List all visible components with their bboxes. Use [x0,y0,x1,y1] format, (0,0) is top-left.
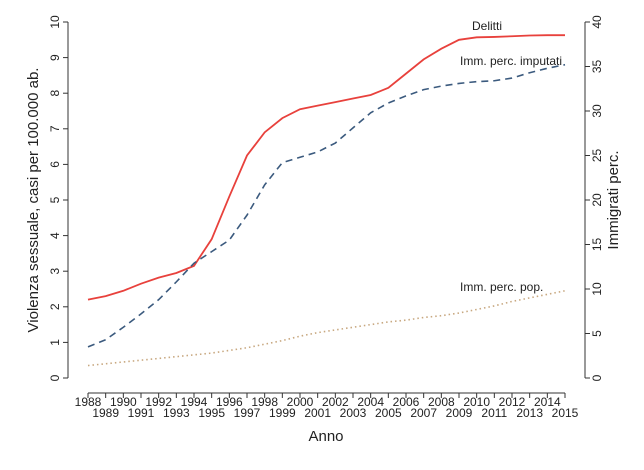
x-tick-label: 1998 [251,395,278,409]
series-label: Delitti [472,19,502,33]
y2-tick-label: 40 [590,15,604,29]
x-tick-label: 2002 [322,395,349,409]
series-line [87,34,565,301]
x-tick-label: 2001 [304,406,331,420]
x-tick-label: 2005 [375,406,402,420]
x-tick-label: 2003 [340,406,367,420]
y2-tick-label: 5 [590,330,604,337]
x-tick-label: 1993 [163,406,190,420]
y-tick-label: 10 [48,15,62,29]
y2-tick-label: 30 [590,104,604,118]
y-tick-label: 9 [48,54,62,61]
series-line [87,63,566,348]
y2-tick-label: 15 [590,238,604,252]
x-tick-label: 1994 [181,395,208,409]
y-axis-title: Violenza sessuale, casi per 100.000 ab. [25,68,42,333]
x-tick-label: 2000 [287,395,314,409]
x-tick-label: 2008 [428,395,455,409]
y-tick-label: 0 [48,374,62,381]
y-tick-label: 5 [48,196,62,203]
series-label: Imm. perc. pop. [460,280,543,294]
y-tick-label: 6 [48,161,62,168]
x-tick-label: 2009 [446,406,473,420]
y-tick-label: 2 [48,303,62,310]
y-tick-label: 3 [48,268,62,275]
series-label: Imm. perc. imputati [460,54,562,68]
x-tick-label: 1997 [234,406,261,420]
x-tick-label: 2007 [410,406,437,420]
x-tick-label: 2014 [534,395,561,409]
x-tick-label: 2010 [463,395,490,409]
x-tick-label: 1988 [75,395,102,409]
x-tick-label: 1999 [269,406,296,420]
x-tick-label: 1989 [92,406,119,420]
y2-tick-label: 10 [590,282,604,296]
x-tick-label: 2013 [516,406,543,420]
y-tick-label: 8 [48,90,62,97]
y2-tick-label: 35 [590,60,604,74]
y2-tick-label: 25 [590,149,604,163]
x-axis-title: Anno [308,428,343,445]
x-tick-label: 1996 [216,395,243,409]
y-tick-label: 1 [48,339,62,346]
y2-axis-title: Immigrati perc. [605,150,622,249]
x-tick-label: 1990 [110,395,137,409]
y-tick-label: 4 [48,232,62,239]
x-tick-label: 2012 [499,395,526,409]
x-tick-label: 1992 [145,395,172,409]
y2-tick-label: 20 [590,193,604,207]
x-tick-label: 1991 [128,406,155,420]
x-tick-label: 2011 [481,406,507,420]
y2-tick-label: 0 [590,374,604,381]
y-tick-label: 7 [48,125,62,132]
x-tick-label: 2015 [552,406,579,420]
x-tick-label: 2004 [357,395,384,409]
x-tick-label: 2006 [393,395,420,409]
x-tick-label: 1995 [198,406,225,420]
